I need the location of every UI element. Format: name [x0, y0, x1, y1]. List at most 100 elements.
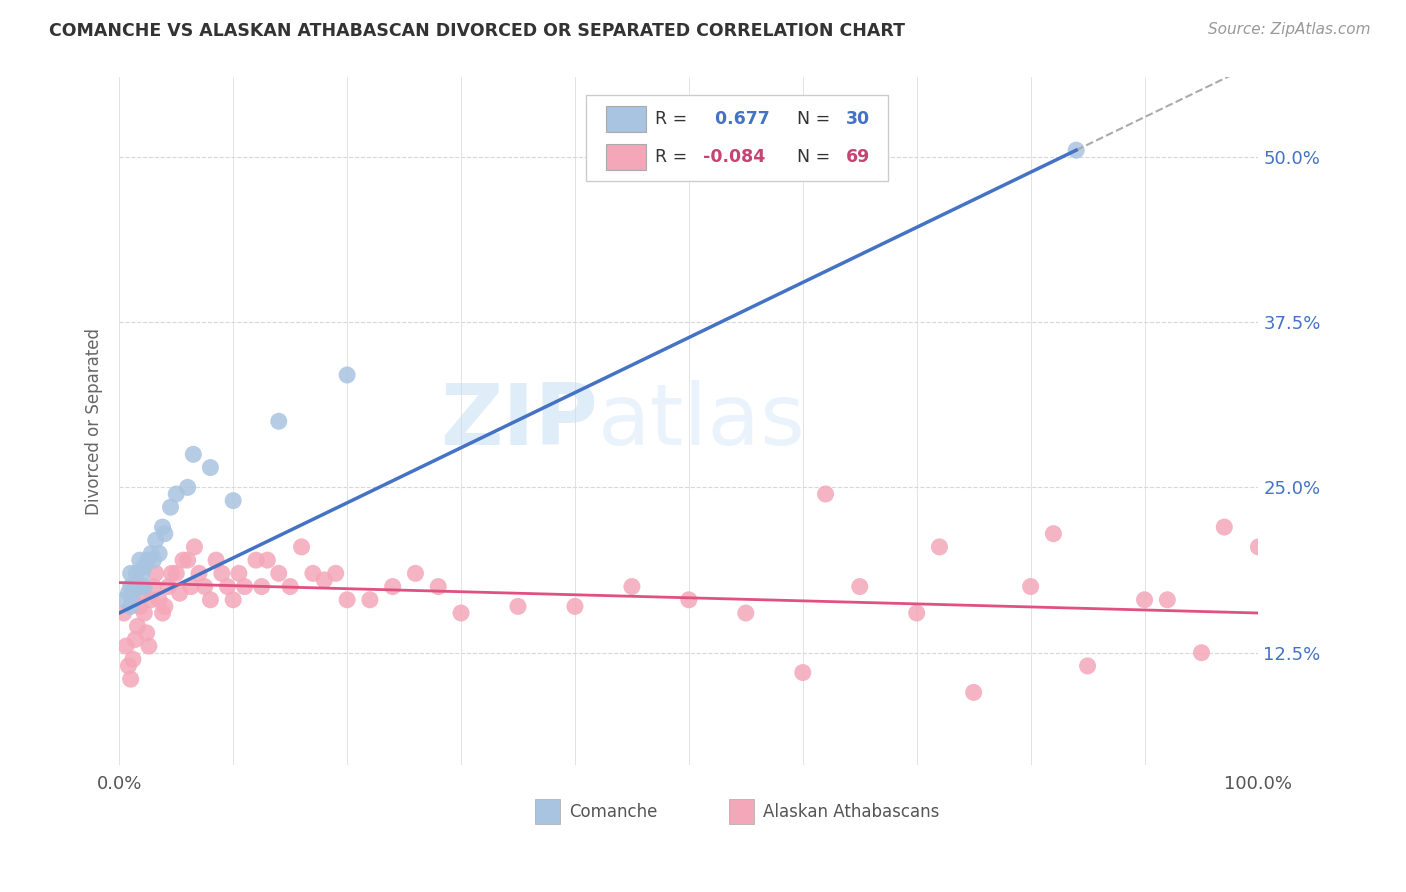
Point	[404, 566, 426, 581]
Point	[165, 487, 187, 501]
Point	[128, 580, 150, 594]
Point	[222, 592, 245, 607]
Point	[148, 592, 170, 607]
Point	[200, 592, 222, 607]
Point	[141, 592, 163, 607]
Point	[506, 599, 529, 614]
Point	[336, 592, 359, 607]
Text: ZIP: ZIP	[440, 380, 598, 463]
Point	[1133, 592, 1156, 607]
Text: R =: R =	[655, 148, 692, 166]
Point	[183, 540, 205, 554]
Point	[928, 540, 950, 554]
Point	[1191, 646, 1213, 660]
Point	[131, 566, 153, 581]
Point	[152, 520, 174, 534]
Point	[620, 580, 643, 594]
Point	[117, 586, 139, 600]
Point	[131, 586, 153, 600]
Point	[233, 580, 256, 594]
Point	[127, 619, 149, 633]
FancyBboxPatch shape	[606, 106, 645, 132]
Point	[128, 553, 150, 567]
Point	[134, 606, 156, 620]
Point	[336, 368, 359, 382]
Text: N =: N =	[786, 111, 835, 128]
Point	[181, 447, 204, 461]
Point	[314, 573, 336, 587]
Point	[1019, 580, 1042, 594]
Text: N =: N =	[786, 148, 835, 166]
Point	[250, 580, 273, 594]
Point	[112, 606, 135, 620]
Point	[176, 480, 198, 494]
Point	[1213, 520, 1236, 534]
Point	[172, 553, 194, 567]
Point	[131, 580, 153, 594]
Point	[1156, 592, 1178, 607]
Text: Alaskan Athabascans: Alaskan Athabascans	[763, 803, 939, 821]
Point	[678, 592, 700, 607]
Point	[122, 586, 145, 600]
Text: 0.677: 0.677	[710, 111, 770, 128]
Point	[245, 553, 267, 567]
Text: Comanche: Comanche	[569, 803, 658, 821]
Point	[117, 659, 139, 673]
Point	[165, 566, 187, 581]
Point	[1064, 143, 1087, 157]
Point	[228, 566, 250, 581]
Point	[278, 580, 301, 594]
Point	[134, 559, 156, 574]
Point	[120, 566, 142, 581]
Point	[128, 599, 150, 614]
Point	[427, 580, 450, 594]
Point	[135, 625, 157, 640]
Point	[159, 500, 181, 515]
Text: atlas: atlas	[598, 380, 806, 463]
Point	[194, 580, 217, 594]
Point	[120, 580, 142, 594]
Point	[160, 566, 183, 581]
Point	[200, 460, 222, 475]
Point	[564, 599, 586, 614]
Point	[169, 586, 191, 600]
Point	[302, 566, 325, 581]
Y-axis label: Divorced or Separated: Divorced or Separated	[86, 327, 103, 515]
FancyBboxPatch shape	[586, 95, 889, 180]
Point	[814, 487, 837, 501]
Point	[180, 580, 202, 594]
Point	[152, 606, 174, 620]
Text: R =: R =	[655, 111, 692, 128]
Point	[120, 599, 142, 614]
Point	[138, 639, 160, 653]
Point	[963, 685, 986, 699]
FancyBboxPatch shape	[606, 145, 645, 170]
Point	[136, 553, 159, 567]
Point	[211, 566, 233, 581]
FancyBboxPatch shape	[536, 799, 560, 823]
Point	[1077, 659, 1099, 673]
Point	[120, 672, 142, 686]
Point	[905, 606, 928, 620]
Point	[188, 566, 211, 581]
Point	[792, 665, 814, 680]
Point	[157, 580, 180, 594]
Point	[124, 632, 146, 647]
Text: Source: ZipAtlas.com: Source: ZipAtlas.com	[1208, 22, 1371, 37]
Point	[217, 580, 239, 594]
Point	[267, 566, 290, 581]
Point	[381, 580, 404, 594]
Point	[256, 553, 278, 567]
Point	[142, 553, 165, 567]
Point	[134, 580, 156, 594]
Point	[176, 553, 198, 567]
Text: 30: 30	[846, 111, 870, 128]
Point	[450, 606, 472, 620]
Point	[115, 639, 138, 653]
Text: COMANCHE VS ALASKAN ATHABASCAN DIVORCED OR SEPARATED CORRELATION CHART: COMANCHE VS ALASKAN ATHABASCAN DIVORCED …	[49, 22, 905, 40]
FancyBboxPatch shape	[728, 799, 754, 823]
Text: 69: 69	[846, 148, 870, 166]
Point	[325, 566, 347, 581]
Point	[848, 580, 870, 594]
Point	[267, 414, 290, 428]
